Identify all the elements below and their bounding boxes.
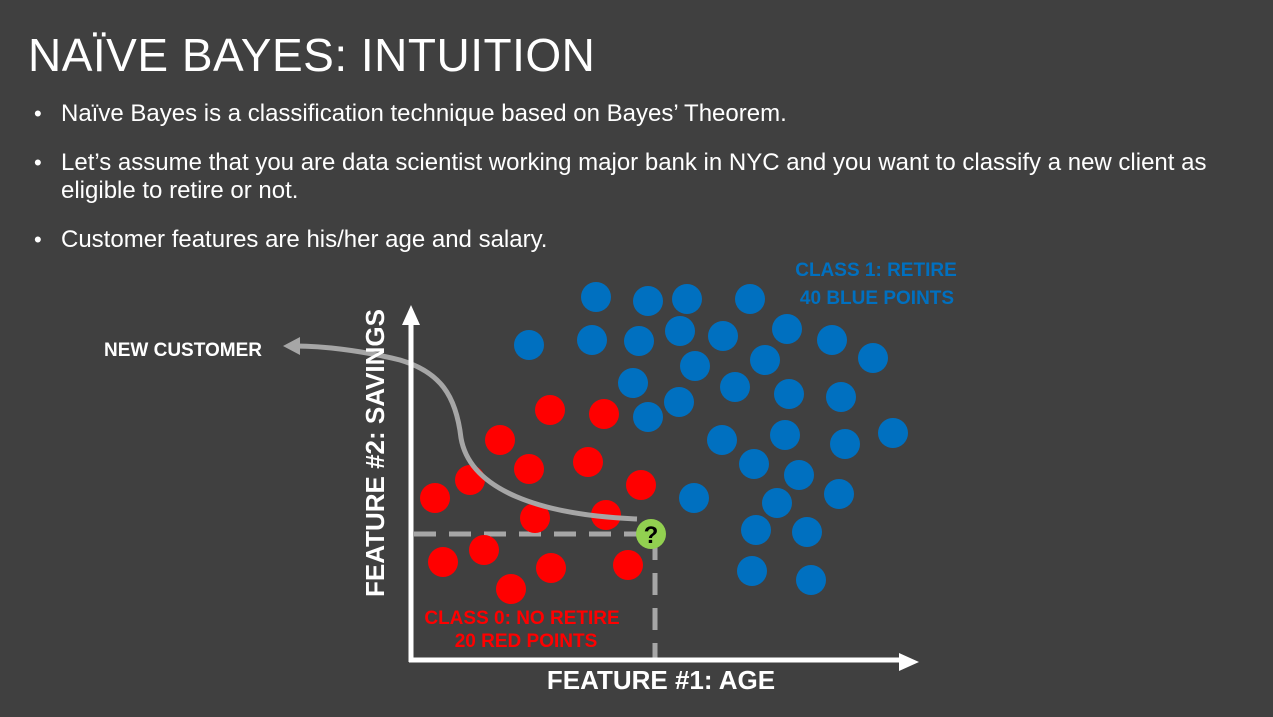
- new-customer-label: NEW CUSTOMER: [104, 340, 262, 361]
- red-point: [589, 399, 619, 429]
- blue-point: [707, 425, 737, 455]
- blue-point: [665, 316, 695, 346]
- blue-point: [824, 479, 854, 509]
- class1-label-line1: CLASS 1: RETIRE: [795, 260, 957, 281]
- blue-point: [680, 351, 710, 381]
- blue-point: [858, 343, 888, 373]
- new-customer-question-mark: ?: [644, 522, 659, 549]
- red-point: [428, 547, 458, 577]
- bullet-item: • Customer features are his/her age and …: [34, 226, 1234, 254]
- blue-points: [514, 282, 908, 595]
- blue-point: [774, 379, 804, 409]
- red-point: [520, 503, 550, 533]
- blue-point: [581, 282, 611, 312]
- red-point: [420, 483, 450, 513]
- bullet-item: • Naïve Bayes is a classification techni…: [34, 100, 1234, 128]
- blue-point: [784, 460, 814, 490]
- blue-point: [664, 387, 694, 417]
- blue-point: [772, 314, 802, 344]
- red-point: [496, 574, 526, 604]
- x-axis-arrowhead: [899, 653, 919, 671]
- blue-point: [796, 565, 826, 595]
- blue-point: [741, 515, 771, 545]
- bullet-text: Let’s assume that you are data scientist…: [61, 149, 1207, 204]
- blue-point: [770, 420, 800, 450]
- red-point: [469, 535, 499, 565]
- y-axis-label: FEATURE #2: SAVINGS: [360, 309, 390, 597]
- class0-label-line1: CLASS 0: NO RETIRE: [424, 608, 619, 629]
- blue-point: [817, 325, 847, 355]
- blue-point: [830, 429, 860, 459]
- red-point: [455, 465, 485, 495]
- blue-point: [750, 345, 780, 375]
- blue-point: [762, 488, 792, 518]
- blue-point: [514, 330, 544, 360]
- blue-point: [618, 368, 648, 398]
- blue-point: [708, 321, 738, 351]
- blue-point: [633, 286, 663, 316]
- bullet-dot: •: [34, 150, 42, 175]
- bullet-item: • Let’s assume that you are data scienti…: [34, 149, 1234, 205]
- red-point: [485, 425, 515, 455]
- blue-point: [792, 517, 822, 547]
- new-customer-pointer-curve: [295, 343, 638, 522]
- blue-point: [577, 325, 607, 355]
- blue-point: [672, 284, 702, 314]
- x-axis-label: FEATURE #1: AGE: [547, 665, 775, 695]
- blue-point: [737, 556, 767, 586]
- bullet-text: Customer features are his/her age and sa…: [61, 226, 548, 253]
- bullet-dot: •: [34, 227, 42, 252]
- red-point: [573, 447, 603, 477]
- red-points: [420, 395, 656, 604]
- new-customer-point: [636, 519, 666, 549]
- blue-point: [624, 326, 654, 356]
- y-axis-arrowhead: [402, 305, 420, 325]
- class0-label-line2: 20 RED POINTS: [455, 631, 598, 652]
- red-point: [536, 553, 566, 583]
- red-point: [626, 470, 656, 500]
- red-point: [613, 550, 643, 580]
- red-point: [535, 395, 565, 425]
- blue-point: [735, 284, 765, 314]
- bullet-dot: •: [34, 101, 42, 126]
- blue-point: [878, 418, 908, 448]
- class1-label-line2: 40 BLUE POINTS: [800, 288, 954, 309]
- new-customer-arrowhead: [283, 337, 300, 355]
- blue-point: [739, 449, 769, 479]
- bullet-text: Naïve Bayes is a classification techniqu…: [61, 100, 787, 127]
- red-point: [514, 454, 544, 484]
- blue-point: [826, 382, 856, 412]
- blue-point: [720, 372, 750, 402]
- blue-point: [633, 402, 663, 432]
- slide-title: NAÏVE BAYES: INTUITION: [28, 29, 596, 81]
- bullet-list: • Naïve Bayes is a classification techni…: [34, 100, 1234, 275]
- blue-point: [679, 483, 709, 513]
